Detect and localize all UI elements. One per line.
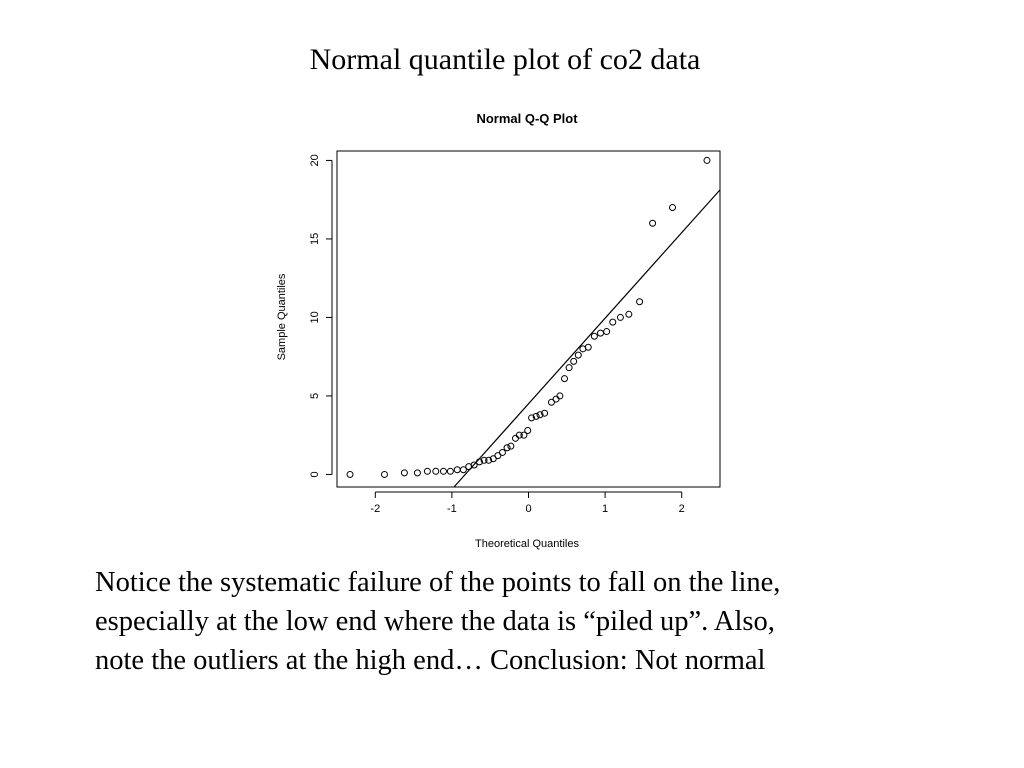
y-tick-label: 10 bbox=[309, 311, 321, 323]
qq-point bbox=[552, 395, 560, 403]
qq-point bbox=[480, 456, 488, 464]
qq-point bbox=[346, 470, 354, 478]
qq-point bbox=[565, 364, 573, 372]
qq-point bbox=[574, 351, 582, 359]
qq-point bbox=[532, 412, 540, 420]
qq-point bbox=[432, 467, 440, 475]
caption-line-2: especially at the low end where the data… bbox=[95, 606, 775, 637]
qq-point bbox=[498, 448, 506, 456]
chart-title: Normal Q-Q Plot bbox=[476, 111, 578, 126]
qq-point bbox=[609, 318, 617, 326]
x-tick-label: -1 bbox=[447, 503, 457, 515]
qq-point bbox=[470, 461, 478, 469]
caption-line-3: note the outliers at the high end… Concl… bbox=[95, 645, 766, 676]
qq-point bbox=[703, 156, 711, 164]
qq-point bbox=[584, 343, 592, 351]
qq-point bbox=[603, 328, 611, 336]
qq-point bbox=[616, 313, 624, 321]
qq-point bbox=[515, 431, 523, 439]
qq-point bbox=[541, 409, 549, 417]
qq-point bbox=[400, 469, 408, 477]
qq-point bbox=[625, 310, 633, 318]
qq-point bbox=[570, 357, 578, 365]
qq-point bbox=[590, 332, 598, 340]
caption: Notice the systematic failure of the poi… bbox=[95, 563, 955, 680]
qq-point bbox=[511, 434, 519, 442]
y-tick-label: 5 bbox=[309, 393, 321, 399]
qq-point bbox=[380, 470, 388, 478]
y-axis-label: Sample Quantiles bbox=[276, 273, 288, 360]
qq-point bbox=[503, 444, 511, 452]
qq-point bbox=[489, 455, 497, 463]
y-tick-label: 0 bbox=[309, 471, 321, 477]
qq-point bbox=[547, 398, 555, 406]
x-tick-label: 2 bbox=[679, 503, 685, 515]
qq-point bbox=[556, 392, 564, 400]
qq-point bbox=[524, 426, 532, 434]
qq-point bbox=[494, 452, 502, 460]
qq-point bbox=[459, 466, 467, 474]
qq-reference-line bbox=[453, 189, 721, 488]
qq-point bbox=[423, 467, 431, 475]
y-tick-label: 15 bbox=[309, 233, 321, 245]
qq-point bbox=[597, 329, 605, 337]
qq-point bbox=[636, 298, 644, 306]
reference-line-layer bbox=[453, 189, 721, 488]
caption-line-1: Notice the systematic failure of the poi… bbox=[95, 567, 781, 598]
qq-point bbox=[536, 411, 544, 419]
slide-title: Normal quantile plot of co2 data bbox=[309, 43, 701, 76]
qq-point bbox=[446, 467, 454, 475]
qq-point bbox=[439, 467, 447, 475]
x-tick-label: 0 bbox=[525, 503, 531, 515]
qq-point bbox=[475, 458, 483, 466]
qq-point bbox=[453, 466, 461, 474]
x-axis-label: Theoretical Quantiles bbox=[475, 538, 579, 550]
qq-point bbox=[520, 431, 528, 439]
x-tick-label: 1 bbox=[602, 503, 608, 515]
qq-point bbox=[669, 204, 677, 212]
points-layer bbox=[346, 156, 711, 478]
qq-point bbox=[507, 442, 515, 450]
qq-point bbox=[561, 375, 569, 383]
qq-point bbox=[528, 414, 536, 422]
qq-point bbox=[649, 219, 657, 227]
y-tick-label: 20 bbox=[309, 154, 321, 166]
plot-frame bbox=[336, 150, 721, 488]
x-tick-label: -2 bbox=[370, 503, 380, 515]
qq-point bbox=[485, 456, 493, 464]
qq-point bbox=[413, 469, 421, 477]
